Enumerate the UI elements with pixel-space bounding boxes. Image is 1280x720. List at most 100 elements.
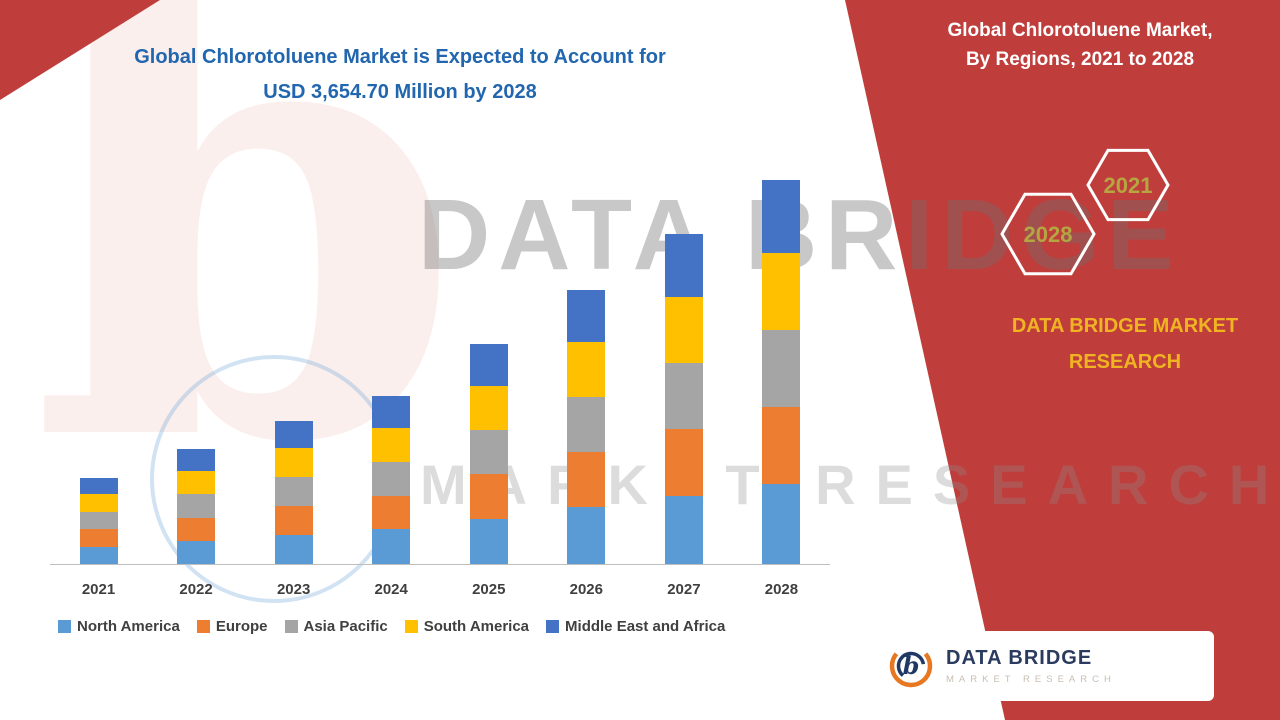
stacked-bar-chart: 2021 2022 2023 2024 2025 2026 2027 2028 <box>50 145 830 600</box>
panel-brand-line1: DATA BRIDGE MARKET <box>1011 315 1239 337</box>
bar-slot-2023 <box>245 420 342 565</box>
bar-slot-2021 <box>50 477 147 565</box>
bar-segment <box>664 495 703 565</box>
chart-title: Global Chlorotoluene Market is Expected … <box>40 40 760 110</box>
bar-stack-2027 <box>664 234 703 565</box>
bar-segment <box>79 494 118 512</box>
bar-segment <box>274 534 313 565</box>
panel-heading: Global Chlorotoluene Market, By Regions,… <box>905 16 1255 75</box>
hexagon-year-2021: 2021 <box>1104 173 1153 198</box>
bar-segment <box>372 461 411 496</box>
year-hexagons: 2021 2028 <box>1000 148 1170 276</box>
legend-swatch <box>284 620 298 633</box>
bar-segment <box>567 452 606 508</box>
bar-segment <box>79 477 118 495</box>
bar-segment <box>762 407 801 485</box>
bar-segment <box>274 476 313 506</box>
bar-segment <box>762 484 801 565</box>
x-axis-label-2023: 2023 <box>276 581 311 598</box>
hexagon-2028-shape <box>1000 192 1096 276</box>
bar-segment <box>469 343 508 386</box>
bar-segment <box>664 297 703 364</box>
bar-segment <box>762 330 801 408</box>
bar-segment <box>567 507 606 565</box>
legend-item: South America <box>404 618 530 635</box>
bar-slot-2027 <box>635 234 732 565</box>
bar-segment <box>274 448 313 477</box>
legend-item: Asia Pacific <box>284 618 388 635</box>
panel-brand-line2: RESEARCH <box>1068 351 1182 373</box>
x-axis-label-2027: 2027 <box>667 581 701 598</box>
bar-segment <box>664 234 703 298</box>
legend-swatch <box>58 620 71 633</box>
hexagon-year-2028: 2028 <box>1024 222 1073 247</box>
bar-segment <box>274 420 313 449</box>
watermark-market-research: MARKET RESEARCH <box>420 453 1280 516</box>
bar-segment <box>469 385 508 431</box>
chart-title-line2: USD 3,654.70 Million by 2028 <box>263 81 537 103</box>
bar-segment <box>79 529 118 547</box>
bar-segment <box>372 395 411 428</box>
bar-segment <box>79 511 118 530</box>
x-axis-label-2021: 2021 <box>81 581 116 598</box>
bar-segment <box>664 363 703 430</box>
panel-heading-line2: By Regions, 2021 to 2028 <box>965 49 1195 71</box>
legend-item: Middle East and Africa <box>546 618 725 635</box>
bar-stack-2023 <box>274 420 313 565</box>
bar-segment <box>567 397 606 453</box>
chart-legend: North America Europe Asia Pacific South Ame… <box>58 618 725 635</box>
bar-segment <box>372 495 411 530</box>
legend-label: Europe <box>215 618 268 635</box>
bar-segment <box>177 449 216 472</box>
bar-segment <box>177 540 216 565</box>
bar-slot-2028 <box>733 180 830 565</box>
hexagon-2021-shape <box>1086 148 1170 222</box>
legend-label: South America <box>423 618 530 635</box>
bar-segment <box>79 546 118 565</box>
x-axis-label-2025: 2025 <box>472 581 506 598</box>
bar-slot-2026 <box>538 290 635 565</box>
bar-segment <box>177 494 216 518</box>
x-axis-label-2022: 2022 <box>179 581 213 598</box>
logo-text-block: DATA BRIDGE MARKET RESEARCH <box>946 647 1116 685</box>
panel-heading-line1: Global Chlorotoluene Market, <box>947 20 1213 41</box>
bar-segment <box>469 518 508 565</box>
data-bridge-logo-box: b DATA BRIDGE MARKET RESEARCH <box>872 631 1214 701</box>
bar-segment <box>177 471 216 495</box>
logo-subtitle: MARKET RESEARCH <box>946 674 1116 685</box>
bar-segment <box>469 430 508 475</box>
bar-segment <box>664 429 703 496</box>
bar-stack-2028 <box>762 180 801 565</box>
chart-title-line1: Global Chlorotoluene Market is Expected … <box>134 46 666 68</box>
bar-segment <box>372 529 411 565</box>
legend-label: Asia Pacific <box>303 618 388 635</box>
bar-segment <box>762 180 801 254</box>
bar-slot-2024 <box>343 395 440 565</box>
x-axis-labels: 2021 2022 2023 2024 2025 2026 2027 2028 <box>50 581 830 598</box>
bar-stack-2026 <box>567 290 606 565</box>
x-axis-label-2028: 2028 <box>764 581 799 598</box>
bar-stack-2025 <box>469 343 508 565</box>
legend-label: North America <box>77 618 180 635</box>
bar-stack-2022 <box>177 449 216 565</box>
legend-label: Middle East and Africa <box>565 618 726 635</box>
x-axis-label-2026: 2026 <box>569 581 603 598</box>
x-axis-line <box>50 564 830 565</box>
legend-item: Europe <box>196 618 268 635</box>
bar-segment <box>567 290 606 343</box>
bar-segment <box>469 474 508 519</box>
svg-text:b: b <box>903 651 920 680</box>
x-axis-label-2024: 2024 <box>374 581 408 598</box>
data-bridge-logo-icon: b <box>889 644 933 688</box>
legend-swatch <box>196 620 210 633</box>
bar-stack-2021 <box>79 477 118 565</box>
bar-segment <box>762 253 801 331</box>
bar-segment <box>567 342 606 398</box>
legend-item: North America <box>58 618 180 635</box>
bar-segment <box>372 427 411 462</box>
legend-swatch <box>546 620 560 633</box>
bars-row <box>50 175 830 565</box>
bar-segment <box>177 517 216 541</box>
bar-slot-2022 <box>148 449 245 565</box>
